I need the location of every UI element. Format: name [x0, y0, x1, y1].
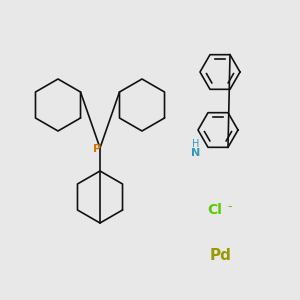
Text: Cl: Cl [207, 203, 222, 217]
Text: P: P [93, 144, 101, 154]
Text: -: - [227, 200, 232, 214]
Text: H: H [192, 139, 200, 149]
Text: Pd: Pd [210, 248, 232, 262]
Text: N: N [191, 148, 201, 158]
